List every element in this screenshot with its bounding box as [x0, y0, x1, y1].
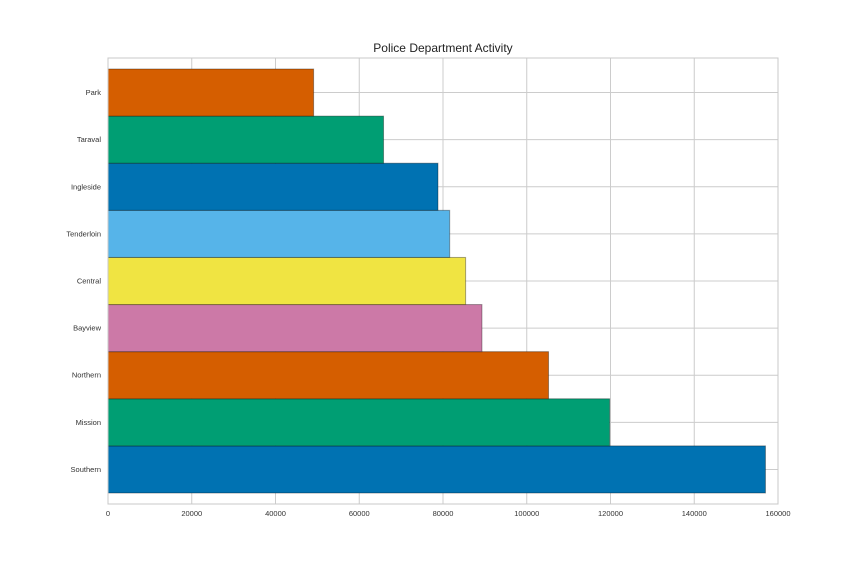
bar-taraval	[107, 115, 385, 164]
x-tick-label: 40000	[265, 509, 286, 518]
chart-title: Police Department Activity	[373, 41, 512, 55]
x-tick-label: 80000	[433, 509, 454, 518]
bar-northern	[107, 351, 550, 400]
y-tick-label: Bayview	[73, 324, 102, 333]
bar-park	[107, 68, 315, 117]
y-tick-label: Central	[77, 277, 102, 286]
bar-ingleside	[107, 162, 439, 211]
y-tick-label: Northern	[72, 371, 101, 380]
y-tick-label: Tenderloin	[66, 229, 101, 238]
bar-central	[107, 256, 467, 306]
x-tick-label: 140000	[682, 509, 707, 518]
y-tick-label: Ingleside	[71, 182, 101, 191]
y-tick-labels: Southern Mission Northern Bayview Central Ten…	[66, 88, 101, 474]
x-tick-label: 60000	[349, 509, 370, 518]
x-tick-label: 120000	[598, 509, 623, 518]
bar-tenderloin	[107, 209, 451, 258]
bars	[107, 68, 766, 494]
x-tick-label: 20000	[181, 509, 202, 518]
x-tick-label: 160000	[765, 509, 790, 518]
x-tick-labels: 0 20000 40000 60000 80000 100000 120000 140000 1…	[106, 509, 791, 518]
bar-bayview	[107, 304, 483, 353]
plot-frame	[107, 57, 779, 505]
x-tick-label: 0	[106, 509, 110, 518]
x-tick-label: 100000	[514, 509, 539, 518]
y-tick-label: Taraval	[77, 135, 102, 144]
y-tick-label: Mission	[76, 418, 101, 427]
bar-mission	[107, 398, 611, 447]
y-tick-label: Park	[86, 88, 102, 97]
bar-southern	[107, 445, 766, 494]
y-tick-label: Southern	[71, 465, 101, 474]
